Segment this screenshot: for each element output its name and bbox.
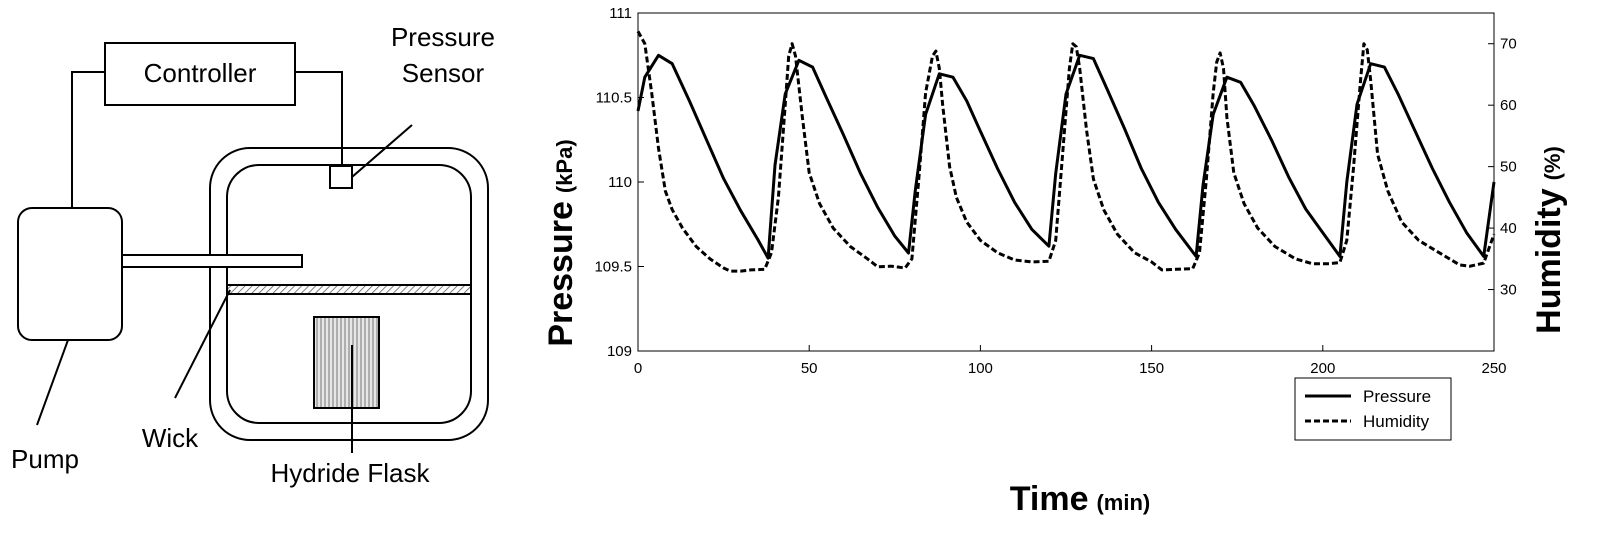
y-axis-ticks: 109 109.5 110 110.5 111: [594, 5, 644, 360]
x-tick-label: 150: [1139, 360, 1164, 377]
y-axis-title-main: Pressure: [542, 201, 580, 347]
wick-strip: [226, 284, 472, 295]
y2-tick-label: 70: [1500, 36, 1517, 53]
chart: 0 50 100 150 200 250 109 109.5 110 110.5 111 30 40…: [542, 5, 1568, 518]
wick-label: Wick: [142, 423, 199, 453]
schematic-diagram: [17, 42, 489, 453]
pump-tube: [121, 254, 303, 268]
series-layer: [636, 30, 1496, 273]
y2-tick-label: 30: [1500, 282, 1517, 299]
y-tick-label: 109.5: [594, 259, 632, 276]
pump-box: [17, 207, 123, 341]
pump-label: Pump: [11, 444, 79, 474]
sensor-leader: [351, 124, 413, 178]
y-tick-label: 111: [609, 5, 632, 22]
pump-leader: [36, 339, 69, 426]
x-tick-label: 250: [1481, 360, 1506, 377]
controller-label: Controller: [144, 58, 257, 88]
controller-pump-wire: [71, 71, 105, 208]
y2-axis-title: Humidity (%): [1530, 146, 1568, 334]
y-axis-title: Pressure (kPa): [542, 139, 580, 346]
y-tick-label: 110.5: [596, 90, 632, 107]
x-tick-label: 0: [634, 360, 642, 377]
y-axis-title-unit: (kPa): [552, 139, 577, 193]
y2-axis-title-main: Humidity: [1530, 188, 1568, 334]
x-tick-label: 200: [1310, 360, 1335, 377]
x-axis-title-unit: (min): [1096, 490, 1150, 515]
pressure-sensor-box: [329, 165, 353, 189]
x-tick-label: 50: [801, 360, 818, 377]
plot-area: [637, 12, 1495, 352]
legend: Pressure Humidity: [1294, 377, 1452, 441]
legend-label-humidity: Humidity: [1363, 412, 1430, 431]
y2-tick-label: 50: [1500, 159, 1517, 176]
controller-sensor-wire: [295, 71, 343, 166]
wick-leader: [174, 289, 231, 399]
x-tick-label: 100: [968, 360, 993, 377]
y2-axis-ticks: 30 40 50 60 70: [1488, 36, 1517, 299]
x-axis-title-main: Time: [1010, 480, 1089, 518]
hydride-flask-label: Hydride Flask: [271, 458, 431, 488]
y2-tick-label: 40: [1500, 220, 1517, 237]
hydride-flask: [313, 316, 380, 409]
controller-box: [104, 42, 296, 106]
x-axis-ticks: 0 50 100 150 200 250: [634, 345, 1507, 377]
pressure-sensor-label-line2: Sensor: [402, 58, 485, 88]
x-axis-title: Time (min): [1010, 480, 1151, 518]
pressure-sensor-label-line1: Pressure: [391, 22, 495, 52]
y2-tick-label: 60: [1500, 97, 1517, 114]
legend-label-pressure: Pressure: [1363, 387, 1431, 406]
y-tick-label: 110: [608, 174, 632, 191]
series-line-humidity: [636, 30, 1496, 273]
outer-chamber: [209, 147, 489, 441]
y2-axis-title-unit: (%): [1540, 146, 1565, 180]
series-line-pressure: [636, 53, 1496, 260]
y-tick-label: 109: [607, 343, 632, 360]
legend-box: [1294, 377, 1452, 441]
